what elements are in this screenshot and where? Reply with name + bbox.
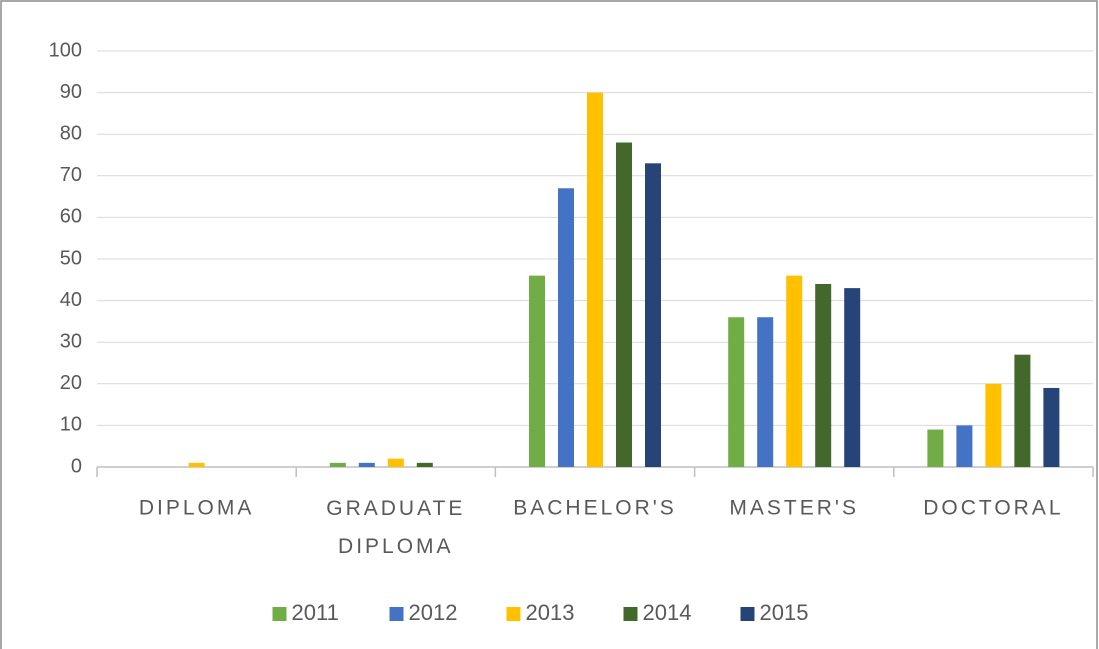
legend-swatch: [740, 607, 755, 621]
bar: [329, 462, 346, 467]
bar: [815, 283, 832, 467]
y-tick-label: 90: [60, 81, 82, 103]
bar: [387, 458, 404, 467]
y-tick-label: 20: [60, 372, 82, 394]
legend-label: 2012: [409, 600, 458, 625]
legend-swatch: [389, 607, 404, 621]
bar: [927, 429, 944, 467]
legend-label: 2014: [643, 600, 692, 625]
y-tick-label: 50: [60, 247, 82, 269]
bar: [728, 317, 745, 467]
legend-label: 2013: [526, 600, 575, 625]
bar: [645, 163, 661, 467]
bar: [1014, 354, 1031, 467]
y-tick-label: 10: [60, 414, 82, 436]
bar: [956, 425, 973, 467]
y-tick-label: 30: [60, 330, 82, 352]
x-tick-label-line: DIPLOMA: [338, 535, 454, 558]
x-tick-label: DOCTORAL: [923, 497, 1063, 520]
y-tick-label: 60: [60, 206, 82, 228]
bar: [844, 288, 861, 467]
bar: [587, 92, 603, 467]
x-tick-label-line: GRADUATE: [326, 497, 465, 520]
y-tick-label: 80: [60, 122, 82, 144]
x-tick-label: MASTER'S: [729, 497, 859, 520]
x-tick-label: BACHELOR'S: [513, 497, 677, 520]
legend-swatch: [623, 607, 638, 621]
legend-label: 2015: [760, 600, 809, 625]
y-tick-label: 0: [71, 455, 82, 477]
bar: [529, 275, 545, 467]
y-tick-label: 70: [60, 164, 82, 186]
bar: [1043, 387, 1060, 467]
legend-swatch: [272, 607, 287, 621]
y-tick-label: 40: [60, 289, 82, 311]
bar: [558, 188, 574, 467]
bar: [757, 317, 774, 467]
legend-label: 2011: [292, 600, 339, 625]
bar: [985, 383, 1002, 467]
bar: [416, 462, 433, 467]
x-tick-label: DIPLOMA: [139, 497, 255, 520]
bar: [786, 275, 803, 467]
bar: [188, 462, 205, 467]
bar: [358, 462, 375, 467]
legend-swatch: [506, 607, 521, 621]
y-tick-label: 100: [49, 39, 82, 61]
bar: [616, 142, 632, 467]
x-tick-label: GRADUATE DIPLOMA: [326, 497, 465, 558]
